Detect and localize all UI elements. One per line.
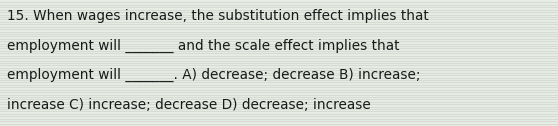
Text: 15. When wages increase, the substitution effect implies that: 15. When wages increase, the substitutio…: [7, 9, 429, 23]
Text: increase C) increase; decrease D) decrease; increase: increase C) increase; decrease D) decrea…: [7, 98, 371, 112]
Text: employment will _______. A) decrease; decrease B) increase;: employment will _______. A) decrease; de…: [7, 68, 420, 82]
Text: employment will _______ and the scale effect implies that: employment will _______ and the scale ef…: [7, 38, 399, 53]
